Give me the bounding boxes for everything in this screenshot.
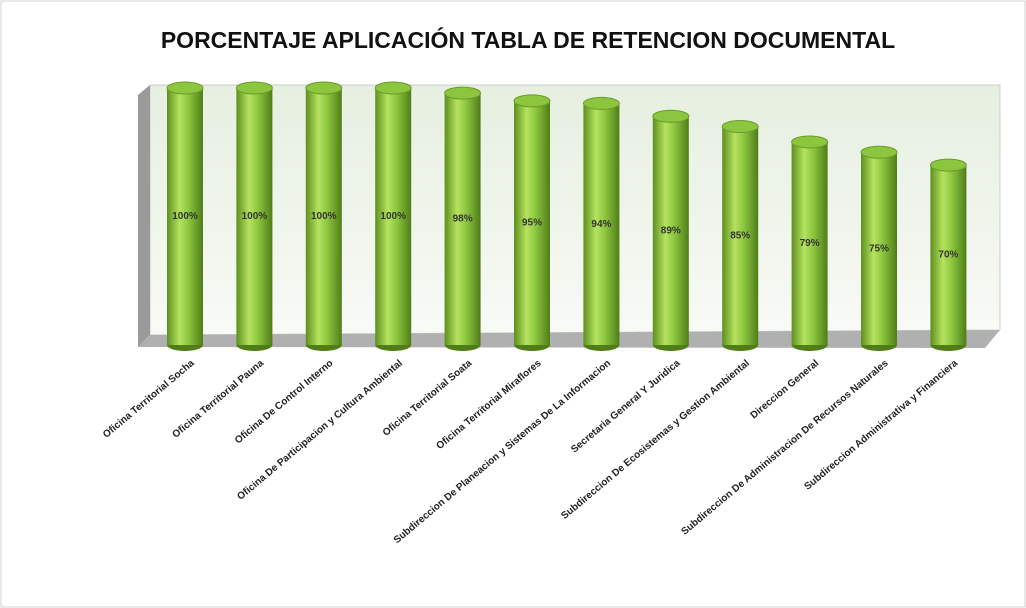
cylinder-top (305, 81, 343, 95)
cylinder-top (582, 96, 620, 110)
value-label: 95% (522, 218, 542, 229)
cylinder-top (513, 94, 551, 108)
bar (583, 103, 620, 345)
value-label: 100% (380, 211, 406, 222)
value-label: 100% (172, 211, 198, 222)
bar (791, 141, 828, 345)
bar (861, 152, 897, 345)
cylinder-top (860, 145, 898, 159)
value-label: 70% (938, 250, 958, 261)
bar (305, 88, 342, 345)
cylinder-top (374, 81, 412, 95)
bar (375, 88, 412, 345)
cylinder-top (929, 158, 967, 172)
value-label: 89% (661, 225, 681, 236)
bar (652, 116, 689, 346)
bar (722, 126, 759, 345)
floor (138, 330, 1000, 348)
value-label: 85% (730, 230, 750, 241)
value-label: 75% (869, 243, 889, 254)
bar (514, 100, 550, 345)
bar (236, 88, 273, 345)
chart-title: PORCENTAJE APLICACIÓN TABLA DE RETENCION… (161, 26, 895, 53)
bar (444, 93, 481, 345)
bar (167, 88, 203, 345)
value-label: 100% (242, 211, 268, 222)
cylinder-top (166, 81, 204, 95)
bar (930, 165, 967, 345)
cylinder-top (721, 120, 759, 134)
value-label: 100% (311, 211, 337, 222)
cylinder-top (444, 86, 482, 100)
cylinder-top (235, 81, 273, 95)
value-label: 94% (591, 219, 611, 230)
value-label: 98% (453, 214, 473, 225)
cylinder-top (791, 135, 829, 149)
cylinder-top (652, 109, 690, 123)
side-wall (138, 85, 150, 347)
value-label: 79% (800, 238, 820, 249)
